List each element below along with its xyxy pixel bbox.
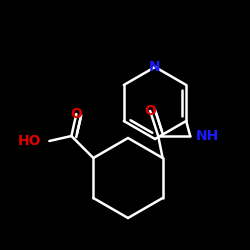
Text: NH: NH xyxy=(196,129,220,143)
Text: N: N xyxy=(149,60,161,74)
Text: O: O xyxy=(70,107,82,121)
Text: O: O xyxy=(144,104,156,118)
Text: HO: HO xyxy=(18,134,41,148)
